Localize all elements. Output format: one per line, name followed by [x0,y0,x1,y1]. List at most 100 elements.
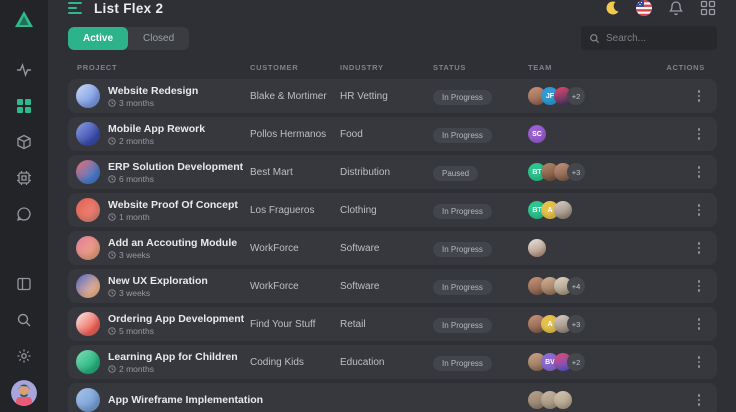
status-cell: In Progress [433,277,528,295]
project-duration: 2 months [108,364,238,374]
project-avatar [76,274,100,298]
actions-cell [660,315,717,333]
actions-cell [660,163,717,181]
kebab-menu-icon[interactable] [695,125,704,143]
customer-cell: Coding Kids [250,356,304,368]
search-input[interactable] [606,32,709,44]
team-avatars [528,391,660,409]
industry-cell: HR Vetting [340,90,388,102]
table-header: PROJECT CUSTOMER INDUSTRY STATUS TEAM AC… [68,50,717,79]
kebab-menu-icon[interactable] [695,353,704,371]
duration-label: 3 weeks [119,287,151,298]
project-duration: 5 months [108,326,244,336]
status-cell: In Progress [433,125,528,143]
dashboard-grid-icon[interactable] [16,98,32,114]
actions-cell [660,277,717,295]
project-duration: 2 months [108,136,205,146]
table-row[interactable]: New UX Exploration 3 weeks WorkForce Sof… [68,269,717,303]
status-badge: In Progress [433,356,492,371]
status-badge: In Progress [433,318,492,333]
column-header-status: STATUS [433,63,467,72]
actions-cell [660,201,717,219]
topbar: List Flex 2 [48,0,736,16]
panel-layout-icon[interactable] [16,276,32,292]
actions-cell [660,353,717,371]
clock-icon [108,212,116,221]
column-header-team: TEAM [528,63,553,72]
kebab-menu-icon[interactable] [695,391,704,409]
kebab-menu-icon[interactable] [695,201,704,219]
team-overflow-badge: +4 [567,277,585,295]
project-cell: Website Proof Of Concept 1 month [68,198,250,222]
project-name: ERP Solution Development [108,160,244,173]
filter-active-button[interactable]: Active [68,26,129,50]
project-name: Add an Accouting Module [108,236,238,249]
customer-cell: Los Fragueros [250,204,315,216]
topbar-icons [604,0,716,16]
bell-icon[interactable] [668,0,684,16]
project-avatar [76,236,100,260]
chat-icon[interactable] [16,206,32,222]
status-cell: In Progress [433,315,528,333]
table-body: Website Redesign 3 months Blake & Mortim… [68,79,717,412]
settings-gear-icon[interactable] [16,348,32,364]
team-overflow-badge: +3 [567,163,585,181]
customer-cell: Pollos Hermanos [250,128,327,140]
us-flag-icon[interactable] [636,0,652,16]
table-row[interactable]: Website Redesign 3 months Blake & Mortim… [68,79,717,113]
project-name: Learning App for Children [108,350,238,363]
cpu-icon[interactable] [16,170,32,186]
kebab-menu-icon[interactable] [695,277,704,295]
clock-icon [108,174,116,183]
project-avatar [76,122,100,146]
kebab-menu-icon[interactable] [695,163,704,181]
team-avatars: SC [528,125,660,143]
apps-grid-icon[interactable] [700,0,716,16]
status-badge: In Progress [433,204,492,219]
clock-icon [108,288,116,297]
table-row[interactable]: Add an Accouting Module 3 weeks WorkForc… [68,231,717,265]
project-name: Mobile App Rework [108,122,206,135]
kebab-menu-icon[interactable] [695,315,704,333]
filter-closed-button[interactable]: Closed [128,27,189,50]
clock-icon [108,136,116,145]
moon-icon[interactable] [604,0,620,16]
customer-cell: Find Your Stuff [250,318,316,330]
toolbar: Active Closed [48,26,736,50]
industry-cell: Retail [340,318,366,330]
status-badge: In Progress [433,128,492,143]
project-duration: 6 months [108,174,243,184]
project-name: New UX Exploration [108,274,208,287]
projects-table: PROJECT CUSTOMER INDUSTRY STATUS TEAM AC… [48,50,736,412]
table-row[interactable]: Learning App for Children 2 months Codin… [68,345,717,379]
package-icon[interactable] [16,134,32,150]
team-member-initials: SC [528,125,546,143]
project-avatar [76,350,100,374]
kebab-menu-icon[interactable] [695,239,704,257]
column-header-actions: ACTIONS [666,63,705,72]
app-logo-icon[interactable] [13,8,35,30]
team-overflow-badge: +2 [567,353,585,371]
search-icon[interactable] [16,312,32,328]
table-row[interactable]: ERP Solution Development 6 months Best M… [68,155,717,189]
kebab-menu-icon[interactable] [695,87,704,105]
activity-icon[interactable] [16,62,32,78]
user-avatar[interactable] [11,380,37,406]
table-row[interactable]: App Wireframe Implementation [68,383,717,412]
team-avatars: BT +3 [528,163,660,181]
team-member-avatar [528,239,546,257]
project-avatar [76,312,100,336]
table-row[interactable]: Mobile App Rework 2 months Pollos Herman… [68,117,717,151]
table-row[interactable]: Ordering App Development 5 months Find Y… [68,307,717,341]
industry-cell: Clothing [340,204,377,216]
filter-toggle: Active Closed [68,26,190,50]
status-cell: In Progress [433,239,528,257]
customer-cell: WorkForce [250,280,299,292]
menu-toggle-icon[interactable] [68,2,82,14]
table-row[interactable]: Website Proof Of Concept 1 month Los Fra… [68,193,717,227]
project-name: App Wireframe Implementation [108,394,264,406]
project-cell: New UX Exploration 3 weeks [68,274,250,298]
actions-cell [660,87,717,105]
team-avatars: BV +2 [528,353,660,371]
